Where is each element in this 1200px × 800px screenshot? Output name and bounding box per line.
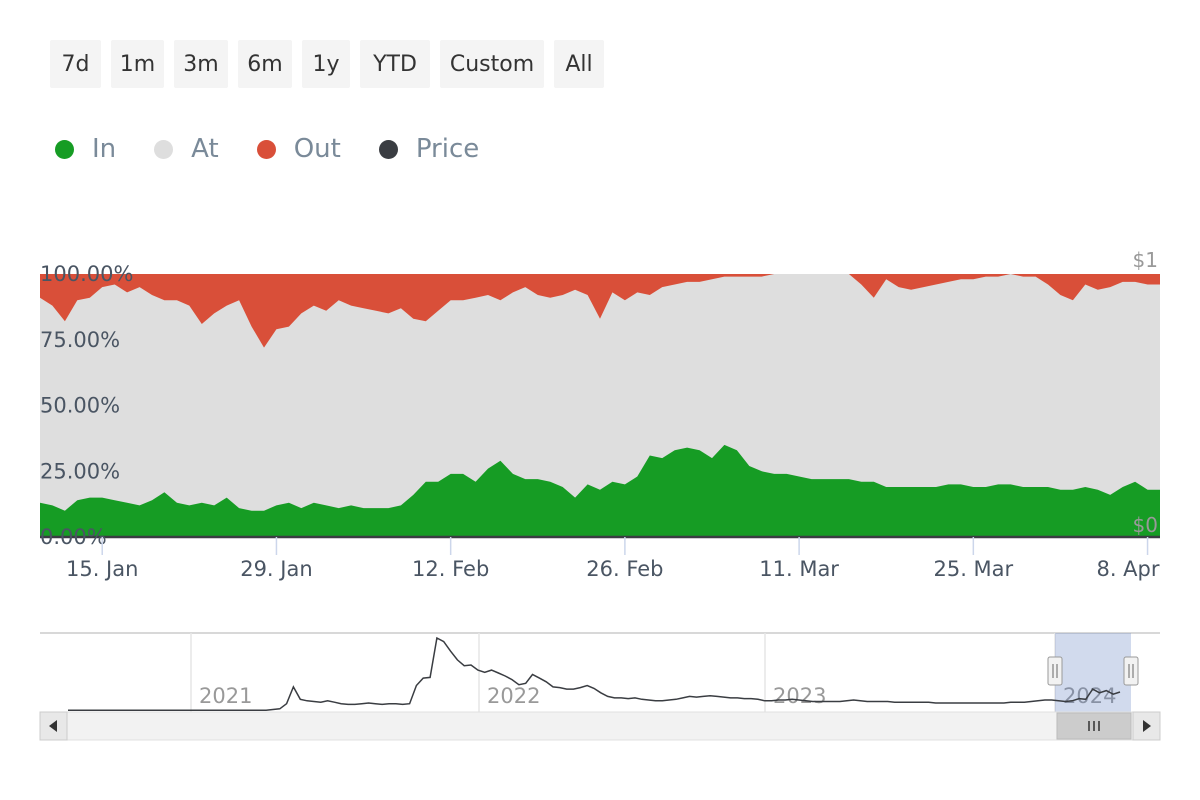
- x-tick-label: 26. Feb: [586, 557, 663, 581]
- range-button-3m[interactable]: 3m: [174, 40, 228, 88]
- range-button-all[interactable]: All: [554, 40, 604, 88]
- navigator-scrollbar[interactable]: [39, 711, 1161, 741]
- y-tick-label: 75.00%: [40, 328, 120, 352]
- navigator-selection[interactable]: [1055, 633, 1131, 712]
- legend-dot-price: [378, 139, 398, 159]
- chart-legend: In At Out Price: [55, 134, 479, 164]
- range-button-6m[interactable]: 6m: [238, 40, 292, 88]
- x-tick-label: 11. Mar: [759, 557, 839, 581]
- y-tick-label: 50.00%: [40, 394, 120, 418]
- x-tick-label: 29. Jan: [240, 557, 312, 581]
- legend-label-in: In: [92, 134, 117, 164]
- range-button-custom[interactable]: Custom: [440, 40, 544, 88]
- navigator-price-line: [68, 636, 1121, 712]
- legend-label-out: Out: [293, 134, 341, 164]
- navigator-handle-left[interactable]: [1047, 656, 1063, 686]
- series-in-area: [40, 444, 1160, 537]
- legend-item-out[interactable]: Out: [256, 134, 341, 164]
- x-axis: 15. Jan 29. Jan 12. Feb 26. Feb 11. Mar 25. M…: [66, 537, 1160, 581]
- legend-label-price: Price: [415, 134, 480, 164]
- navigator-year-label: 2024: [1063, 684, 1116, 708]
- x-tick-label: 8. Apr: [1096, 557, 1159, 581]
- y-tick-label: 100.00%: [40, 262, 133, 286]
- price-axis: $1 $0: [1133, 248, 1158, 537]
- price-axis-label-top: $1: [1133, 248, 1158, 272]
- legend-item-price[interactable]: Price: [378, 134, 480, 164]
- legend-dot-out: [256, 139, 276, 159]
- series-out-area: [40, 274, 1160, 348]
- y-axis: 0.00% 25.00% 50.00% 75.00% 100.00%: [40, 262, 133, 549]
- range-button-1y[interactable]: 1y: [302, 40, 350, 88]
- x-tick-label: 12. Feb: [412, 557, 489, 581]
- legend-dot-at: [154, 139, 174, 159]
- navigator-year-label: 2023: [773, 684, 826, 708]
- navigator-year-label: 2021: [199, 684, 252, 708]
- x-tick-label: 25. Mar: [933, 557, 1013, 581]
- range-button-7d[interactable]: 7d: [50, 40, 101, 88]
- range-button-ytd[interactable]: YTD: [360, 40, 430, 88]
- legend-item-in[interactable]: In: [55, 134, 116, 164]
- x-tick-label: 15. Jan: [66, 557, 138, 581]
- navigator-year-label: 2022: [487, 684, 540, 708]
- price-axis-label-bottom: $0: [1133, 513, 1158, 537]
- range-selector: 7d 1m 3m 6m 1y YTD Custom All: [50, 40, 604, 88]
- y-tick-label: 25.00%: [40, 459, 120, 483]
- legend-label-at: At: [191, 134, 219, 164]
- scrollbar-left-button[interactable]: [39, 711, 68, 741]
- scrollbar-thumb[interactable]: [1056, 712, 1132, 740]
- range-button-1m[interactable]: 1m: [111, 40, 164, 88]
- legend-item-at[interactable]: At: [154, 134, 219, 164]
- navigator-handle-right[interactable]: [1123, 656, 1139, 686]
- legend-dot-in: [55, 139, 74, 159]
- scrollbar-track[interactable]: [39, 711, 1161, 741]
- scrollbar-right-button[interactable]: [1132, 711, 1161, 741]
- plot-area: [40, 274, 1160, 539]
- y-tick-label: 0.00%: [40, 525, 107, 549]
- navigator: 2021 2022 2023 2024: [40, 632, 1160, 712]
